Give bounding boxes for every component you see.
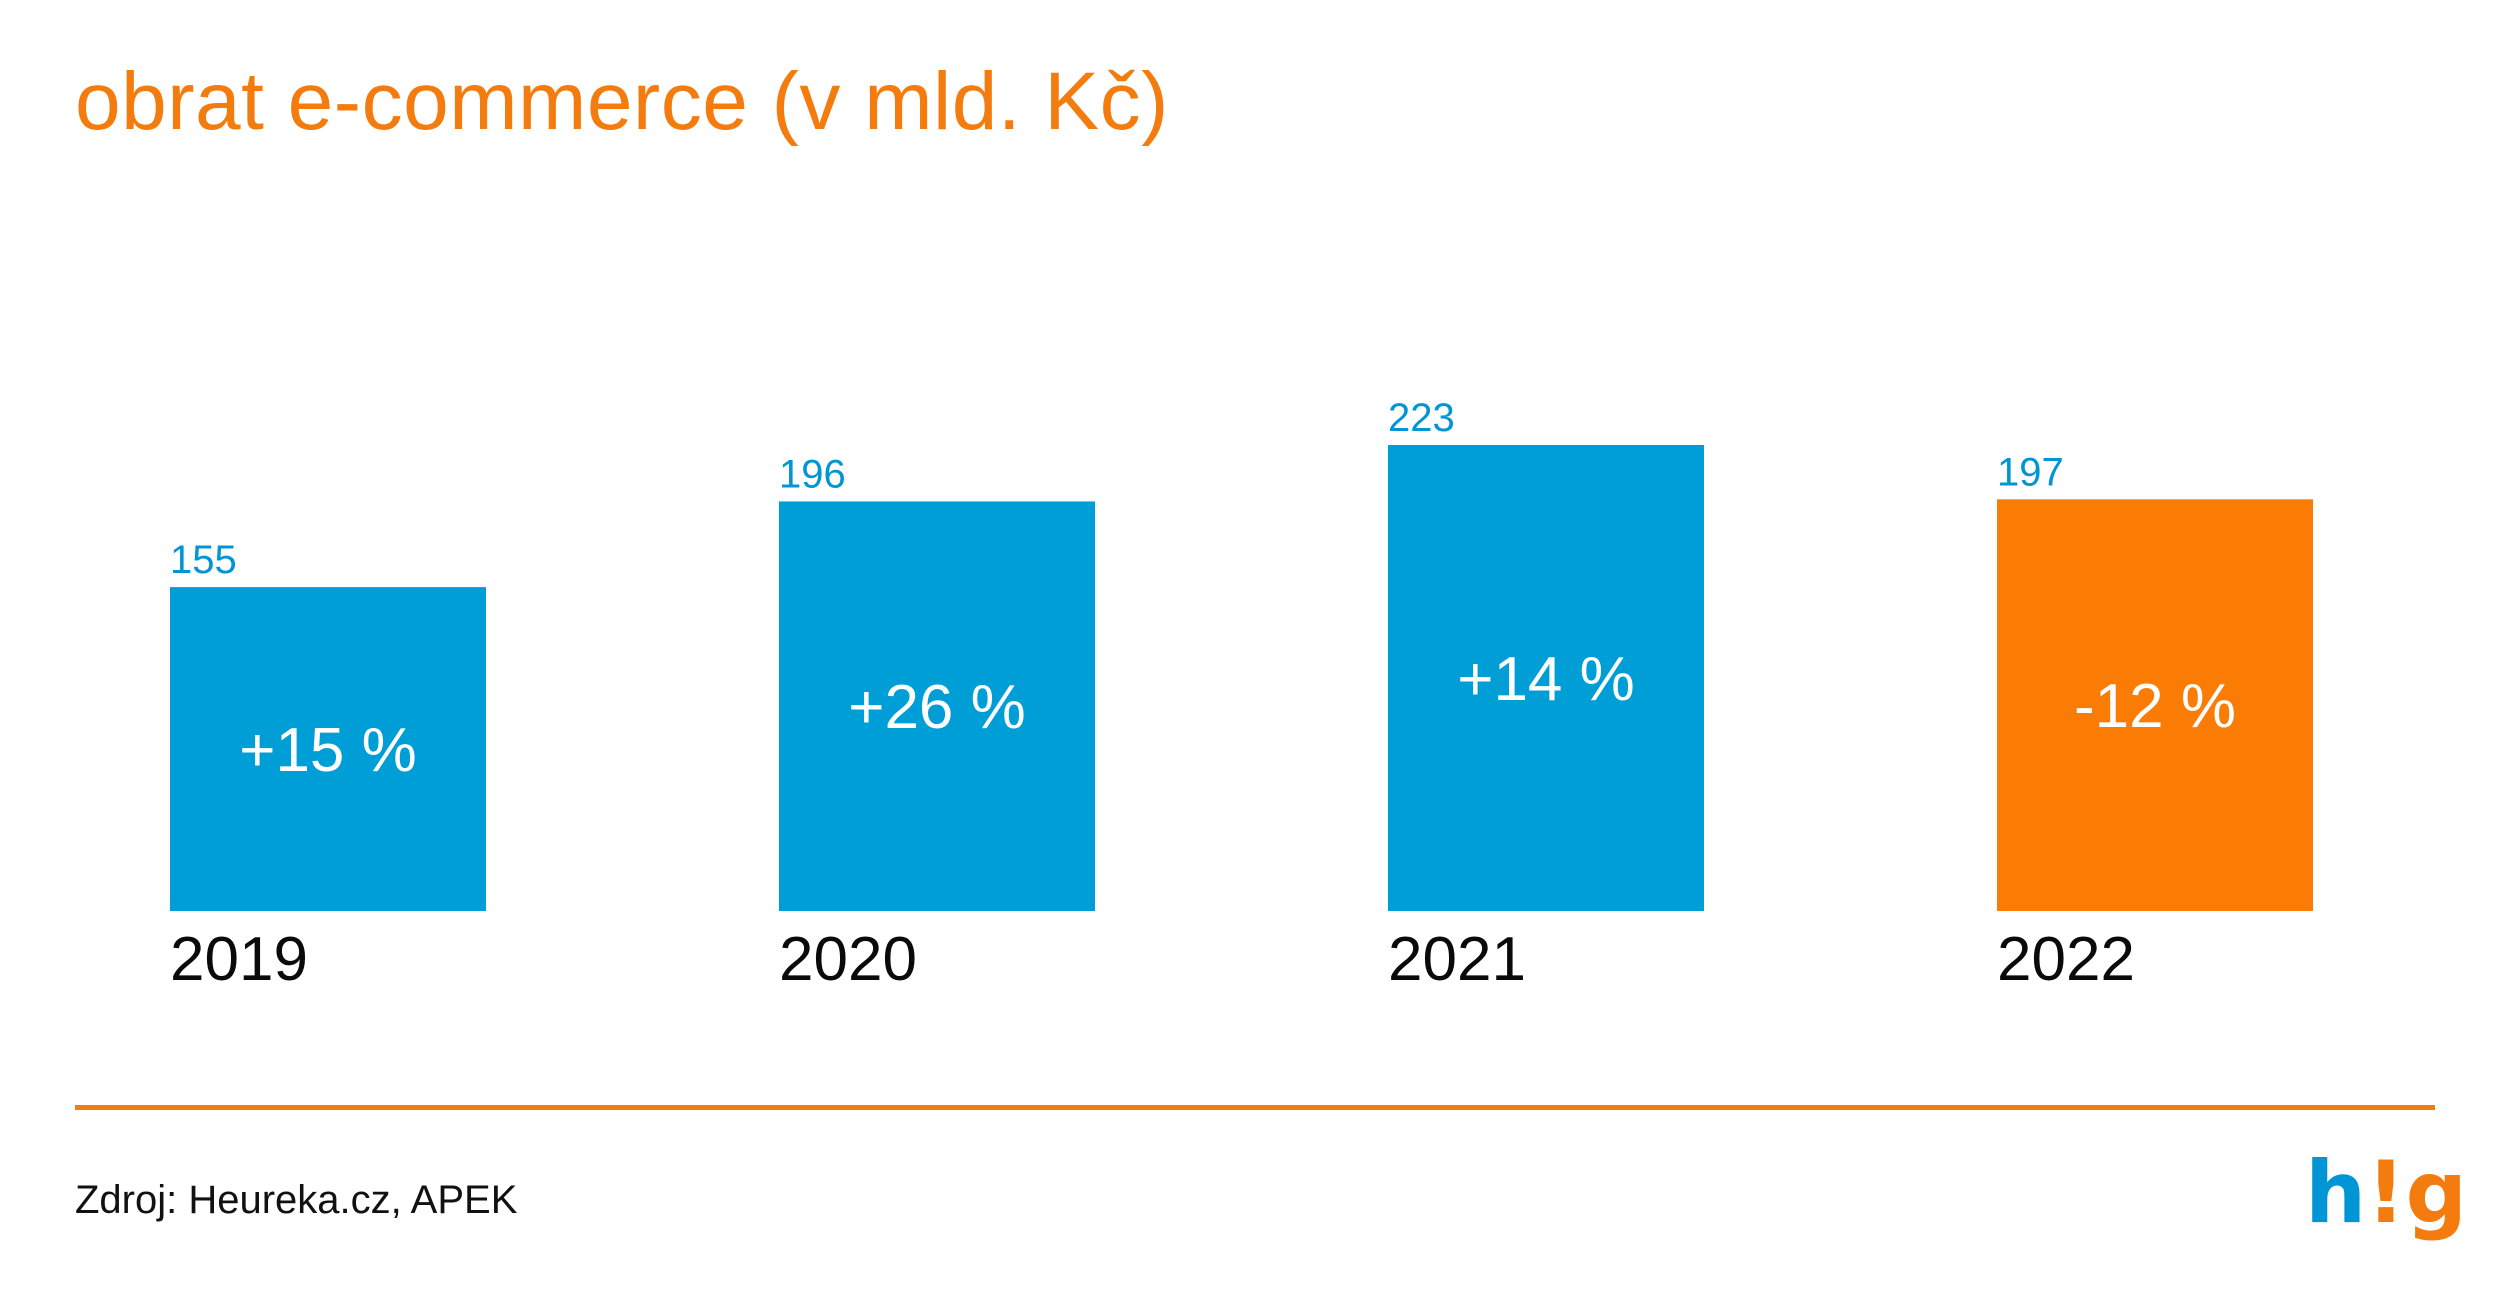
change-label-2020: +26 %: [848, 673, 1026, 742]
bar-chart: 155 +15 % 2019 196 +26 % 2020 223 +14 % 2021 197 -…: [170, 396, 2313, 994]
bar-2022: [1997, 499, 2313, 911]
chart-title: obrat e-commerce (v mld. Kč): [75, 56, 1169, 147]
category-label-2022: 2022: [1997, 925, 2135, 994]
value-label-2019: 155: [170, 538, 237, 582]
logo-letter-h: h: [2305, 1143, 2367, 1243]
change-label-2019: +15 %: [239, 716, 417, 785]
bar-2021: [1388, 445, 1704, 911]
category-label-2019: 2019: [170, 925, 308, 994]
bar-2020: [779, 501, 1095, 911]
category-label-2020: 2020: [779, 925, 917, 994]
change-label-2022: -12 %: [2074, 672, 2236, 741]
value-label-2022: 197: [1997, 450, 2064, 494]
category-label-2021: 2021: [1388, 925, 1526, 994]
value-label-2020: 196: [779, 452, 846, 496]
value-label-2021: 223: [1388, 396, 1455, 440]
change-label-2021: +14 %: [1457, 645, 1635, 714]
hig-logo: h!g: [2305, 1150, 2467, 1236]
logo-letter-g: g: [2405, 1143, 2468, 1243]
footer-divider: [75, 1105, 2435, 1110]
bar-2019: [170, 587, 486, 911]
source-note: Zdroj: Heureka.cz, APEK: [75, 1178, 518, 1222]
logo-exclamation: !: [2366, 1143, 2406, 1243]
